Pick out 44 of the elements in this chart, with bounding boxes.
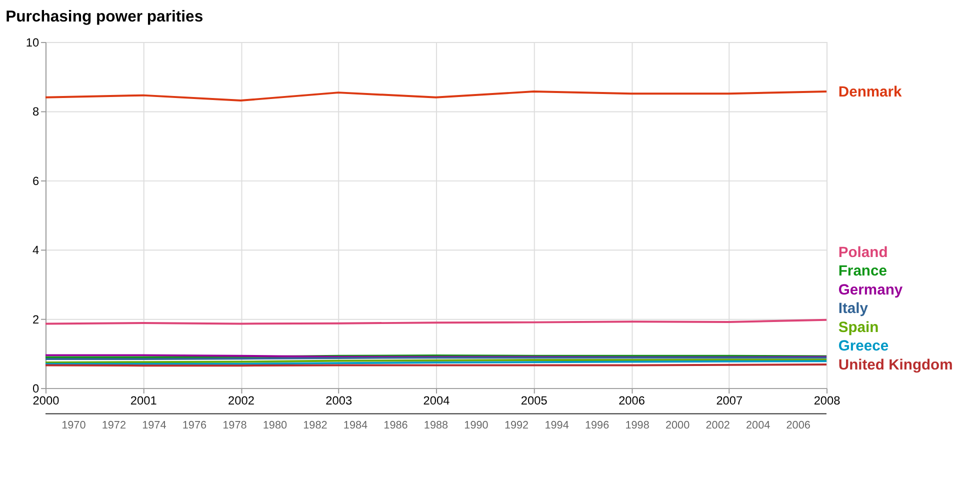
x-tick-label: 2006: [618, 393, 646, 408]
y-tick-label: 4: [32, 243, 40, 258]
x-tick-label: 2003: [326, 393, 352, 408]
line-series: [44, 90, 828, 102]
text: 1988: [424, 420, 448, 432]
y-tick-label: 2: [32, 312, 40, 326]
x-tick-label: 2007: [716, 393, 743, 408]
text: 1980: [262, 420, 288, 432]
text: Italy: [838, 301, 869, 318]
series-label: United Kingdom: [838, 357, 953, 374]
text: 1972: [102, 420, 126, 432]
text: 1998: [625, 420, 650, 432]
text: 1982: [303, 420, 328, 432]
y-tick-label: 8: [32, 104, 40, 119]
text: 1990: [464, 420, 488, 432]
text: 1984: [343, 420, 368, 432]
text: 1996: [584, 420, 610, 432]
text: 1986: [384, 420, 408, 432]
text: France: [838, 264, 887, 280]
text: Poland: [838, 244, 888, 261]
series-label: Denmark: [838, 84, 903, 100]
text: 1994: [544, 420, 569, 432]
series-label: Spain: [838, 320, 879, 336]
y-tick-label: 0: [32, 382, 40, 396]
text: 2006: [786, 420, 810, 432]
text: 1992: [504, 420, 529, 432]
text: 1970: [62, 420, 86, 432]
text: 2002: [706, 420, 730, 432]
text: Germany: [838, 282, 904, 298]
chart-title: Purchasing power parities: [6, 8, 204, 26]
y-tick-label: 6: [32, 174, 40, 188]
x-tick-label: 2005: [520, 393, 548, 408]
x-tick-label: 2002: [228, 393, 254, 408]
text: 1974: [142, 420, 166, 432]
x-tick-label: 2004: [423, 393, 450, 408]
text: 1976: [182, 420, 207, 432]
x-tick-label: 2001: [130, 393, 158, 408]
text: 1978: [222, 420, 247, 432]
x-tick-label: 2000: [32, 393, 60, 408]
text: 2000: [665, 420, 690, 432]
y-tick-label: 10: [26, 35, 40, 50]
series-label: Greece: [838, 338, 889, 355]
x-tick-label: 2008: [814, 393, 841, 408]
text: 2004: [746, 420, 770, 432]
